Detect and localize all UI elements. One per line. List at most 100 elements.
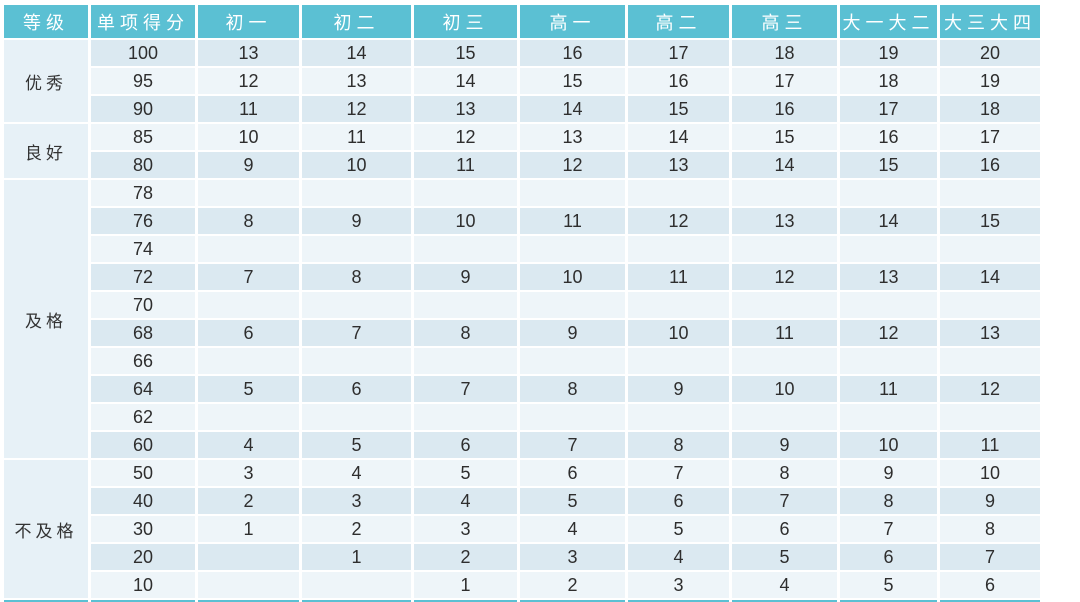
- value-cell: 13: [628, 152, 729, 178]
- header-row: 等级 单项得分 初一 初二 初三 高一 高二 高三 大一大二 大三大四: [4, 5, 1040, 38]
- grade-group-cell: 优秀: [4, 40, 88, 122]
- value-cell: [520, 348, 625, 374]
- value-cell: 5: [198, 376, 299, 402]
- value-cell: 19: [940, 68, 1040, 94]
- value-cell: [732, 348, 837, 374]
- value-cell: 14: [628, 124, 729, 150]
- value-cell: 1: [198, 516, 299, 542]
- value-cell: 11: [940, 432, 1040, 458]
- footer-strip-cell: [628, 600, 729, 602]
- footer-strip-cell: [198, 600, 299, 602]
- value-cell: 8: [840, 488, 937, 514]
- table-row: 不及格 50 3 4 5 6 7 8 9 10: [4, 460, 1040, 598]
- value-cell: 16: [520, 40, 625, 66]
- table-row: 优秀 100 13 14 15 16 17 18 19 20: [4, 40, 1040, 122]
- score-cell: 62: [91, 404, 195, 430]
- value-cell: [302, 180, 411, 206]
- table-row: 30 1 2 3 4 5 6 7 8: [4, 516, 1040, 542]
- value-cell: 7: [198, 264, 299, 290]
- value-cell: 15: [414, 40, 517, 66]
- value-cell: 10: [628, 320, 729, 346]
- value-cell: 12: [940, 376, 1040, 402]
- score-cell: 85: [91, 124, 195, 150]
- value-cell: 6: [732, 516, 837, 542]
- value-cell: [414, 180, 517, 206]
- value-cell: [940, 348, 1040, 374]
- value-cell: [840, 404, 937, 430]
- value-cell: [732, 180, 837, 206]
- value-cell: 11: [414, 152, 517, 178]
- value-cell: 8: [940, 516, 1040, 542]
- table-row: 72 7 8 9 10 11 12 13 14: [4, 264, 1040, 290]
- value-cell: 13: [840, 264, 937, 290]
- value-cell: 10: [520, 264, 625, 290]
- column-header: 初一: [198, 5, 299, 38]
- score-cell: 60: [91, 432, 195, 458]
- score-cell: 90: [91, 96, 195, 122]
- value-cell: 13: [732, 208, 837, 234]
- score-cell: 78: [91, 180, 195, 206]
- value-cell: [520, 180, 625, 206]
- value-cell: 15: [940, 208, 1040, 234]
- value-cell: [302, 404, 411, 430]
- value-cell: 11: [628, 264, 729, 290]
- value-cell: 10: [732, 376, 837, 402]
- score-cell: 64: [91, 376, 195, 402]
- score-cell: 30: [91, 516, 195, 542]
- value-cell: 19: [840, 40, 937, 66]
- value-cell: 12: [198, 68, 299, 94]
- value-cell: 16: [840, 124, 937, 150]
- value-cell: 14: [414, 68, 517, 94]
- value-cell: 9: [414, 264, 517, 290]
- value-cell: 5: [628, 516, 729, 542]
- column-header: 高一: [520, 5, 625, 38]
- score-cell: 50: [91, 460, 195, 486]
- value-cell: 7: [940, 544, 1040, 570]
- column-header: 单项得分: [91, 5, 195, 38]
- column-header: 高三: [732, 5, 837, 38]
- value-cell: 15: [628, 96, 729, 122]
- value-cell: 18: [732, 40, 837, 66]
- value-cell: [732, 292, 837, 318]
- score-cell: 40: [91, 488, 195, 514]
- table-row: 95 12 13 14 15 16 17 18 19: [4, 68, 1040, 94]
- value-cell: 10: [198, 124, 299, 150]
- value-cell: 9: [732, 432, 837, 458]
- value-cell: 9: [628, 376, 729, 402]
- value-cell: [198, 180, 299, 206]
- value-cell: [732, 236, 837, 262]
- column-header: 大一大二: [840, 5, 937, 38]
- grade-group-cell: 不及格: [4, 460, 88, 598]
- table-body: 优秀 100 13 14 15 16 17 18 19 20 95 12 13 14 15 16 17 18 19 9…: [4, 40, 1040, 602]
- value-cell: [414, 404, 517, 430]
- value-cell: 9: [198, 152, 299, 178]
- column-header: 高二: [628, 5, 729, 38]
- value-cell: 11: [302, 124, 411, 150]
- value-cell: 13: [414, 96, 517, 122]
- grade-group-cell: 及格: [4, 180, 88, 458]
- value-cell: 15: [732, 124, 837, 150]
- value-cell: 18: [940, 96, 1040, 122]
- footer-strip-cell: [91, 600, 195, 602]
- value-cell: 1: [414, 572, 517, 598]
- value-cell: 11: [840, 376, 937, 402]
- value-cell: [520, 236, 625, 262]
- value-cell: 10: [302, 152, 411, 178]
- value-cell: 6: [840, 544, 937, 570]
- table-row: 良好 85 10 11 12 13 14 15 16 17: [4, 124, 1040, 178]
- value-cell: 17: [840, 96, 937, 122]
- value-cell: 17: [628, 40, 729, 66]
- value-cell: 14: [840, 208, 937, 234]
- value-cell: [628, 404, 729, 430]
- value-cell: [198, 292, 299, 318]
- value-cell: 5: [520, 488, 625, 514]
- table-row: 74: [4, 236, 1040, 262]
- value-cell: 12: [732, 264, 837, 290]
- value-cell: 17: [732, 68, 837, 94]
- table-row: 70: [4, 292, 1040, 318]
- grade-group-cell: 良好: [4, 124, 88, 178]
- value-cell: [840, 236, 937, 262]
- value-cell: [628, 180, 729, 206]
- value-cell: 16: [940, 152, 1040, 178]
- value-cell: 4: [520, 516, 625, 542]
